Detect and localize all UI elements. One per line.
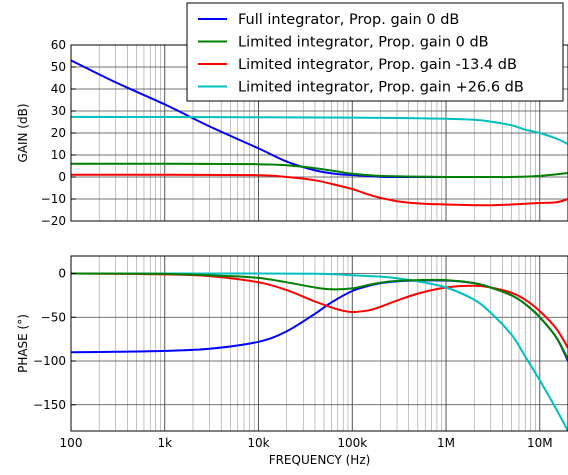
series-line-2 xyxy=(71,162,568,179)
series-line-3 xyxy=(71,272,568,349)
x-tick-label: 1M xyxy=(437,436,455,450)
x-tick-label: 10k xyxy=(247,436,269,450)
phase-panel: −150 −100 −50 0 PHASE (°) xyxy=(16,255,568,432)
y-tick-label: 60 xyxy=(51,38,66,52)
phase-plot-frame xyxy=(70,255,568,432)
series-line-3 xyxy=(71,173,568,207)
gain-y-ticks: −20 −10 0 10 20 30 40 50 60 xyxy=(41,38,76,228)
y-tick-label: −20 xyxy=(41,214,66,228)
phase-grid xyxy=(70,256,568,431)
legend-label: Limited integrator, Prop. gain +26.6 dB xyxy=(238,80,524,96)
x-tick-label: 100k xyxy=(337,436,367,450)
legend-label: Limited integrator, Prop. gain -13.4 dB xyxy=(238,57,517,73)
series-line-4 xyxy=(71,115,568,145)
y-tick-label: −100 xyxy=(33,354,66,368)
x-tick-label: 10M xyxy=(527,436,553,450)
y-tick-label: 50 xyxy=(51,60,66,74)
y-tick-label: 0 xyxy=(58,267,66,281)
y-tick-label: 10 xyxy=(51,148,66,162)
y-tick-label: −50 xyxy=(41,310,66,324)
series-line-2 xyxy=(71,272,568,360)
x-tick-label: 1k xyxy=(157,436,172,450)
y-tick-label: −150 xyxy=(33,398,66,412)
gain-series xyxy=(71,59,568,207)
phase-series xyxy=(71,272,568,431)
y-tick-label: 0 xyxy=(58,170,66,184)
legend-label: Limited integrator, Prop. gain 0 dB xyxy=(238,35,489,51)
x-axis-label: FREQUENCY (Hz) xyxy=(269,453,371,467)
series-line-1 xyxy=(71,279,568,362)
y-tick-label: 20 xyxy=(51,126,66,140)
y-tick-label: −10 xyxy=(41,192,66,206)
series-line-4 xyxy=(71,272,568,431)
x-tick-label: 100 xyxy=(60,436,83,450)
legend: Full integrator, Prop. gain 0 dB Limited … xyxy=(186,2,564,102)
x-tick-labels: 100 1k 10k 100k 1M 10M xyxy=(60,436,553,450)
gain-panel: −20 −10 0 10 20 30 40 50 60 GAIN (dB) xyxy=(16,38,568,228)
y-tick-label: 40 xyxy=(51,82,66,96)
y-tick-label: 30 xyxy=(51,104,66,118)
gain-axis-label: GAIN (dB) xyxy=(16,103,30,162)
legend-label: Full integrator, Prop. gain 0 dB xyxy=(238,12,459,28)
legend-box xyxy=(186,2,564,102)
phase-axis-label: PHASE (°) xyxy=(16,314,30,373)
phase-y-ticks: −150 −100 −50 0 xyxy=(33,267,76,412)
